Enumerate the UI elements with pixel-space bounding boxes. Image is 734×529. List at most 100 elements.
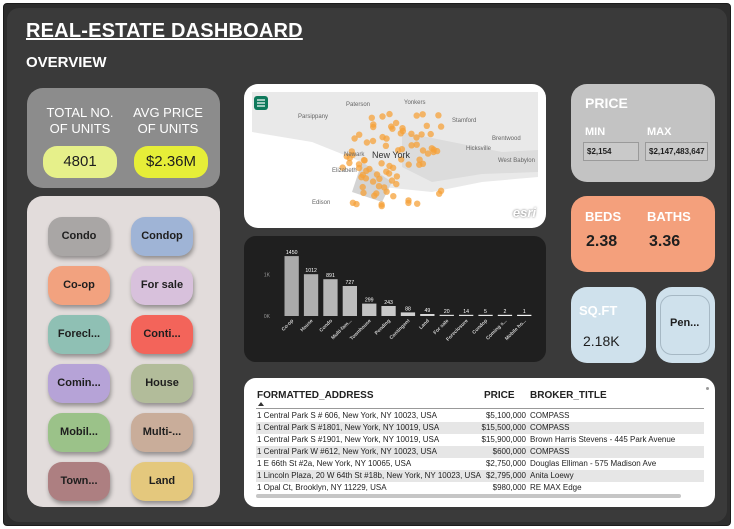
listing-marker[interactable] (379, 113, 386, 120)
bar[interactable] (284, 256, 299, 316)
bar[interactable] (342, 286, 357, 316)
listing-marker[interactable] (416, 156, 423, 163)
bar[interactable] (497, 314, 513, 316)
listing-marker[interactable] (423, 122, 430, 129)
listing-marker[interactable] (435, 112, 442, 119)
bar[interactable] (303, 274, 319, 316)
listing-marker[interactable] (349, 199, 357, 206)
filter-chip[interactable]: For sale (131, 266, 193, 305)
listing-marker[interactable] (355, 161, 363, 168)
listing-marker[interactable] (375, 183, 383, 190)
listing-marker[interactable] (437, 123, 445, 130)
listing-marker[interactable] (383, 135, 390, 142)
bar[interactable] (323, 279, 338, 316)
bar[interactable] (517, 314, 532, 316)
listing-marker[interactable] (386, 110, 393, 118)
property-map[interactable]: Paterson Yonkers Parsippany Stamford Newark N… (244, 84, 546, 228)
listing-marker[interactable] (363, 167, 370, 174)
table-row[interactable]: 1 Lincoln Plaza, 20 W 64th St #18b, New … (256, 470, 704, 482)
bar[interactable] (400, 312, 416, 316)
filter-chip[interactable]: Land (131, 462, 193, 501)
listing-marker[interactable] (390, 193, 397, 200)
listing-marker[interactable] (413, 141, 420, 148)
listing-marker[interactable] (378, 201, 385, 208)
filter-chip[interactable]: Mobil... (48, 413, 110, 452)
pending-button[interactable] (660, 295, 710, 355)
listing-marker[interactable] (405, 161, 412, 168)
listing-marker[interactable] (408, 142, 415, 149)
listing-marker[interactable] (427, 130, 434, 138)
listing-marker[interactable] (360, 189, 367, 197)
price-min-input[interactable]: $2,154 (583, 142, 639, 161)
listing-marker[interactable] (351, 135, 358, 142)
listing-marker[interactable] (408, 130, 415, 137)
listing-marker[interactable] (339, 164, 346, 171)
listing-marker[interactable] (378, 160, 385, 167)
listing-marker[interactable] (398, 156, 405, 163)
column-header-broker[interactable]: BROKER_TITLE (530, 390, 607, 401)
listing-marker[interactable] (381, 184, 388, 191)
listing-marker[interactable] (413, 134, 420, 141)
listing-marker[interactable] (414, 200, 421, 207)
filter-chip[interactable]: Forecl... (48, 315, 110, 354)
column-header-price[interactable]: PRICE (484, 390, 515, 401)
listing-marker[interactable] (428, 145, 435, 152)
bar[interactable] (362, 303, 377, 316)
table-row[interactable]: 1 Central Park S #1901, New York, NY 100… (256, 434, 704, 446)
listing-marker[interactable] (405, 197, 412, 204)
filter-chip[interactable]: Conti... (131, 315, 193, 354)
table-row[interactable]: 1 Central Park W #612, New York, NY 1002… (256, 446, 704, 458)
listing-marker[interactable] (392, 119, 400, 127)
listing-marker[interactable] (356, 131, 363, 138)
listing-marker[interactable] (393, 180, 400, 188)
filter-chip[interactable]: Town... (48, 462, 110, 501)
pending-card[interactable]: Pen... (656, 287, 715, 363)
listing-marker[interactable] (383, 168, 390, 175)
map-canvas[interactable]: Paterson Yonkers Parsippany Stamford Newark N… (252, 92, 538, 220)
listing-marker[interactable] (382, 142, 390, 149)
listing-marker[interactable] (388, 177, 396, 184)
listing-marker[interactable] (413, 112, 420, 119)
listing-marker[interactable] (361, 157, 368, 164)
bar[interactable] (459, 314, 474, 316)
listing-marker[interactable] (393, 173, 401, 180)
sort-arrow-icon[interactable] (258, 402, 264, 406)
table-row[interactable]: 1 Central Park S #1801, New York, NY 100… (256, 422, 704, 434)
listing-marker[interactable] (346, 159, 353, 167)
column-header-address[interactable]: FORMATTED_ADDRESS (257, 390, 374, 401)
filter-chip[interactable]: House (131, 364, 193, 403)
filter-chip[interactable]: Comin... (48, 364, 110, 403)
bar[interactable] (478, 314, 493, 316)
listing-marker[interactable] (368, 114, 375, 121)
listing-marker[interactable] (369, 137, 377, 145)
listing-marker[interactable] (419, 111, 426, 118)
bar[interactable] (439, 314, 454, 316)
listing-marker[interactable] (418, 131, 425, 138)
table-row[interactable]: 1 Opal Ct, Brooklyn, NY 11229, USA $980,0… (256, 482, 704, 494)
listing-marker[interactable] (370, 121, 377, 128)
bar[interactable] (381, 306, 396, 316)
filter-chip[interactable]: Condop (131, 217, 193, 256)
table-row[interactable]: 1 E 66th St #2a, New York, NY 10065, USA… (256, 458, 704, 470)
horizontal-scrollbar[interactable] (256, 494, 681, 498)
listing-marker[interactable] (398, 146, 406, 153)
bar[interactable] (420, 314, 435, 316)
listing-marker[interactable] (363, 139, 371, 146)
listing-marker[interactable] (369, 178, 377, 185)
listing-marker[interactable] (388, 123, 395, 130)
listing-marker[interactable] (346, 154, 353, 162)
price-max-input[interactable]: $2,147,483,647 (645, 142, 708, 161)
listing-marker[interactable] (419, 147, 427, 154)
listing-marker[interactable] (433, 147, 441, 155)
filter-chip[interactable]: Co-op (48, 266, 110, 305)
listing-marker[interactable] (399, 127, 407, 135)
filter-chip[interactable]: Multi-... (131, 413, 193, 452)
listing-marker[interactable] (386, 162, 393, 170)
listing-marker[interactable] (373, 171, 381, 178)
listing-marker[interactable] (437, 187, 445, 194)
listing-marker[interactable] (359, 183, 366, 191)
table-row[interactable]: 1 Central Park S # 606, New York, NY 100… (256, 410, 704, 422)
listing-marker[interactable] (371, 192, 378, 199)
listing-marker[interactable] (424, 150, 432, 157)
filter-chip[interactable]: Condo (48, 217, 110, 256)
